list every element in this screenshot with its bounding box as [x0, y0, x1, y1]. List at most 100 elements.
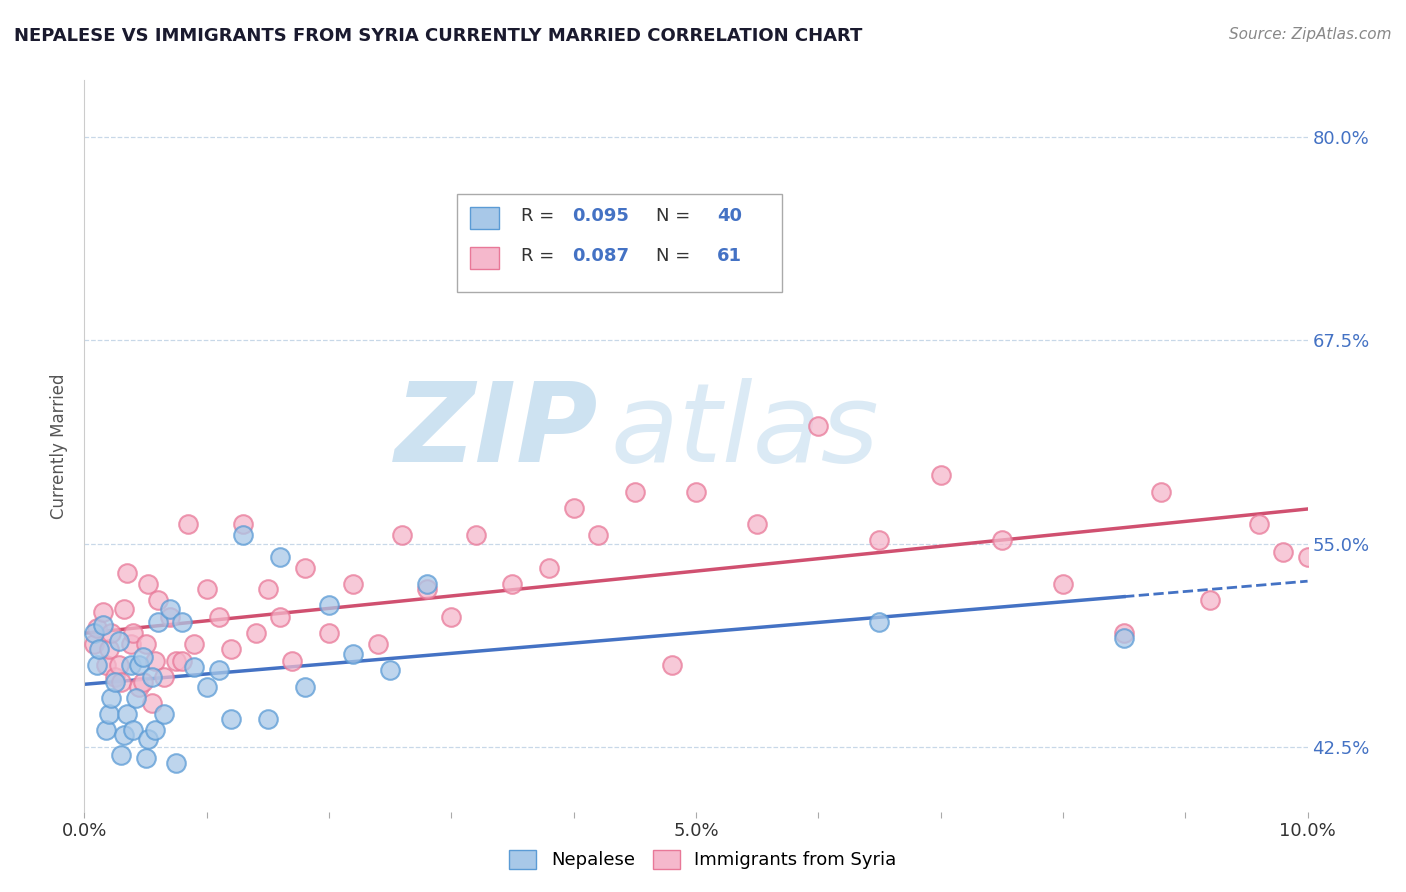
Point	[122, 626, 145, 640]
Point	[122, 723, 145, 738]
Point	[538, 561, 561, 575]
Point	[586, 528, 609, 542]
Point	[83, 637, 105, 651]
Point	[83, 626, 105, 640]
Point	[685, 484, 707, 499]
Y-axis label: Currently Married: Currently Married	[51, 373, 69, 519]
Point	[1247, 516, 1270, 531]
Point	[177, 516, 200, 531]
Point	[86, 658, 108, 673]
Bar	[470, 207, 499, 228]
Point	[96, 723, 118, 738]
Point	[318, 599, 340, 613]
Point	[440, 609, 463, 624]
Point	[135, 637, 157, 651]
Point	[367, 637, 389, 651]
Point	[128, 680, 150, 694]
Text: N =: N =	[655, 207, 690, 225]
Point	[120, 658, 142, 673]
Point	[146, 593, 169, 607]
Text: R =: R =	[522, 207, 560, 225]
Point	[281, 654, 304, 668]
Point	[1150, 484, 1173, 499]
Point	[107, 634, 129, 648]
Point	[86, 621, 108, 635]
Point	[97, 707, 120, 722]
Text: N =: N =	[655, 247, 690, 265]
Text: atlas: atlas	[610, 378, 879, 485]
Point	[183, 637, 205, 651]
Point	[104, 674, 127, 689]
Point	[869, 615, 891, 629]
Point	[257, 582, 280, 596]
Point	[172, 654, 194, 668]
Point	[172, 615, 194, 629]
Point	[416, 582, 439, 596]
Point	[391, 528, 413, 542]
Point	[159, 609, 181, 624]
Text: 61: 61	[717, 247, 742, 265]
Point	[87, 642, 110, 657]
Text: ZIP: ZIP	[395, 378, 598, 485]
Point	[136, 731, 159, 746]
Point	[294, 680, 316, 694]
Point	[245, 626, 267, 640]
Point	[1296, 549, 1319, 564]
Legend: Nepalese, Immigrants from Syria: Nepalese, Immigrants from Syria	[501, 841, 905, 879]
Point	[219, 642, 242, 657]
Text: 40: 40	[717, 207, 742, 225]
Point	[135, 751, 157, 765]
Point	[195, 680, 218, 694]
Point	[318, 626, 340, 640]
Point	[869, 533, 891, 548]
Point	[128, 658, 150, 673]
Point	[747, 516, 769, 531]
Point	[661, 658, 683, 673]
Point	[165, 756, 187, 770]
Point	[1114, 626, 1136, 640]
Point	[104, 670, 127, 684]
Point	[562, 500, 585, 515]
Point	[208, 663, 231, 677]
Text: NEPALESE VS IMMIGRANTS FROM SYRIA CURRENTLY MARRIED CORRELATION CHART: NEPALESE VS IMMIGRANTS FROM SYRIA CURREN…	[14, 27, 862, 45]
Point	[208, 609, 231, 624]
Point	[115, 566, 138, 580]
Point	[100, 626, 122, 640]
Point	[1052, 577, 1074, 591]
Point	[107, 658, 129, 673]
Text: R =: R =	[522, 247, 560, 265]
Point	[115, 707, 138, 722]
Text: 0.087: 0.087	[572, 247, 630, 265]
Point	[1198, 593, 1220, 607]
Point	[132, 650, 155, 665]
Text: 0.095: 0.095	[572, 207, 630, 225]
Point	[165, 654, 187, 668]
Point	[464, 528, 486, 542]
Point	[96, 658, 118, 673]
Point	[91, 617, 114, 632]
Point	[141, 670, 163, 684]
Point	[342, 647, 364, 661]
Point	[1114, 631, 1136, 645]
Point	[807, 419, 830, 434]
Point	[132, 674, 155, 689]
Point	[136, 577, 159, 591]
Point	[143, 723, 166, 738]
Point	[97, 642, 120, 657]
Point	[294, 561, 316, 575]
Point	[112, 728, 135, 742]
Point	[153, 670, 176, 684]
Point	[120, 637, 142, 651]
Point	[146, 615, 169, 629]
Point	[269, 609, 291, 624]
Point	[91, 605, 114, 619]
Text: Source: ZipAtlas.com: Source: ZipAtlas.com	[1229, 27, 1392, 42]
Point	[342, 577, 364, 591]
Point	[110, 674, 132, 689]
Point	[991, 533, 1014, 548]
Point	[929, 468, 952, 483]
Point	[143, 654, 166, 668]
Point	[141, 696, 163, 710]
Point	[110, 747, 132, 762]
Point	[112, 601, 135, 615]
